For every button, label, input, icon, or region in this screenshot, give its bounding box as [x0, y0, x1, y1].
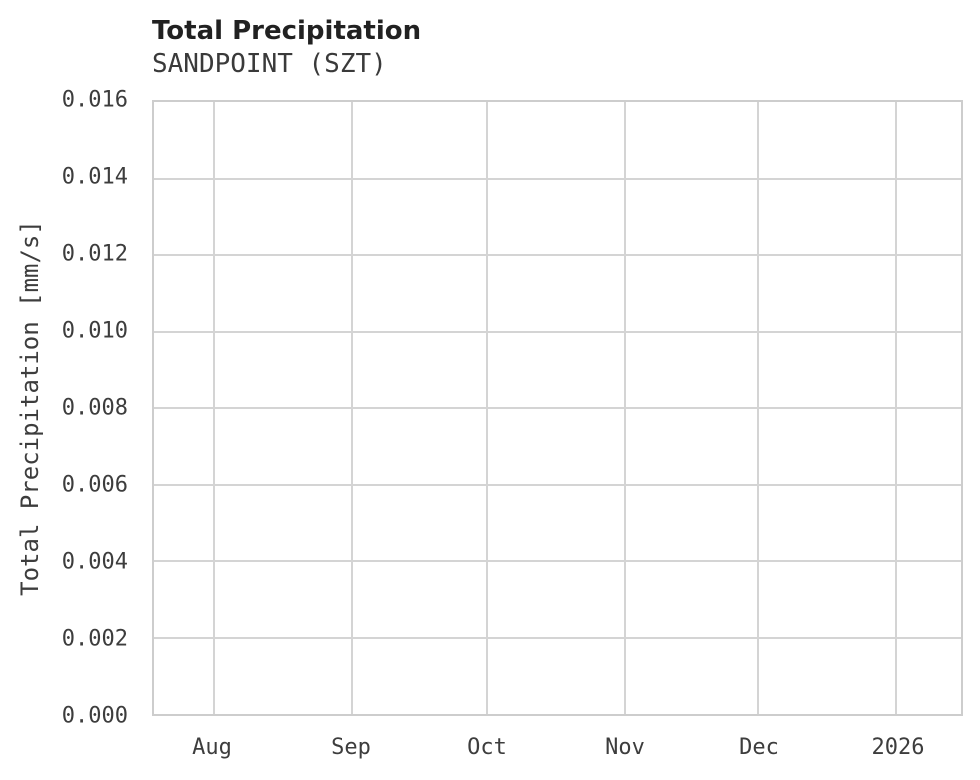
gridline-vertical: [895, 102, 898, 714]
gridline-vertical: [212, 102, 215, 714]
x-tick-label: Nov: [605, 735, 645, 760]
y-tick-label: 0.016: [61, 87, 128, 113]
chart-subtitle: SANDPOINT (SZT): [152, 49, 387, 79]
gridline-vertical: [757, 102, 760, 714]
x-tick-label: Sep: [331, 735, 371, 760]
x-tick-label: Aug: [192, 735, 232, 760]
gridline-horizontal: [154, 177, 961, 180]
y-tick-label: 0.012: [61, 241, 128, 267]
y-tick-label: 0.014: [61, 164, 128, 190]
gridline-horizontal: [154, 636, 961, 639]
gridline-vertical: [623, 102, 626, 714]
gridline-horizontal: [154, 483, 961, 486]
gridline-horizontal: [154, 330, 961, 333]
y-tick-label: 0.008: [61, 395, 128, 421]
y-tick-label: 0.004: [61, 549, 128, 575]
x-tick-label: Dec: [739, 735, 779, 760]
y-tick-label: 0.002: [61, 626, 128, 652]
plot-area: [152, 100, 963, 716]
y-tick-label: 0.000: [61, 703, 128, 729]
gridline-vertical: [351, 102, 354, 714]
y-tick-label: 0.006: [61, 472, 128, 498]
y-axis-title: Total Precipitation [mm/s]: [16, 220, 44, 596]
chart-title: Total Precipitation: [152, 16, 422, 46]
x-tick-label: Oct: [467, 735, 507, 760]
gridline-vertical: [486, 102, 489, 714]
x-tick-label: 2026: [871, 735, 925, 760]
gridline-horizontal: [154, 407, 961, 409]
gridline-horizontal: [154, 560, 961, 562]
gridline-horizontal: [154, 254, 961, 256]
y-tick-label: 0.010: [61, 318, 128, 344]
